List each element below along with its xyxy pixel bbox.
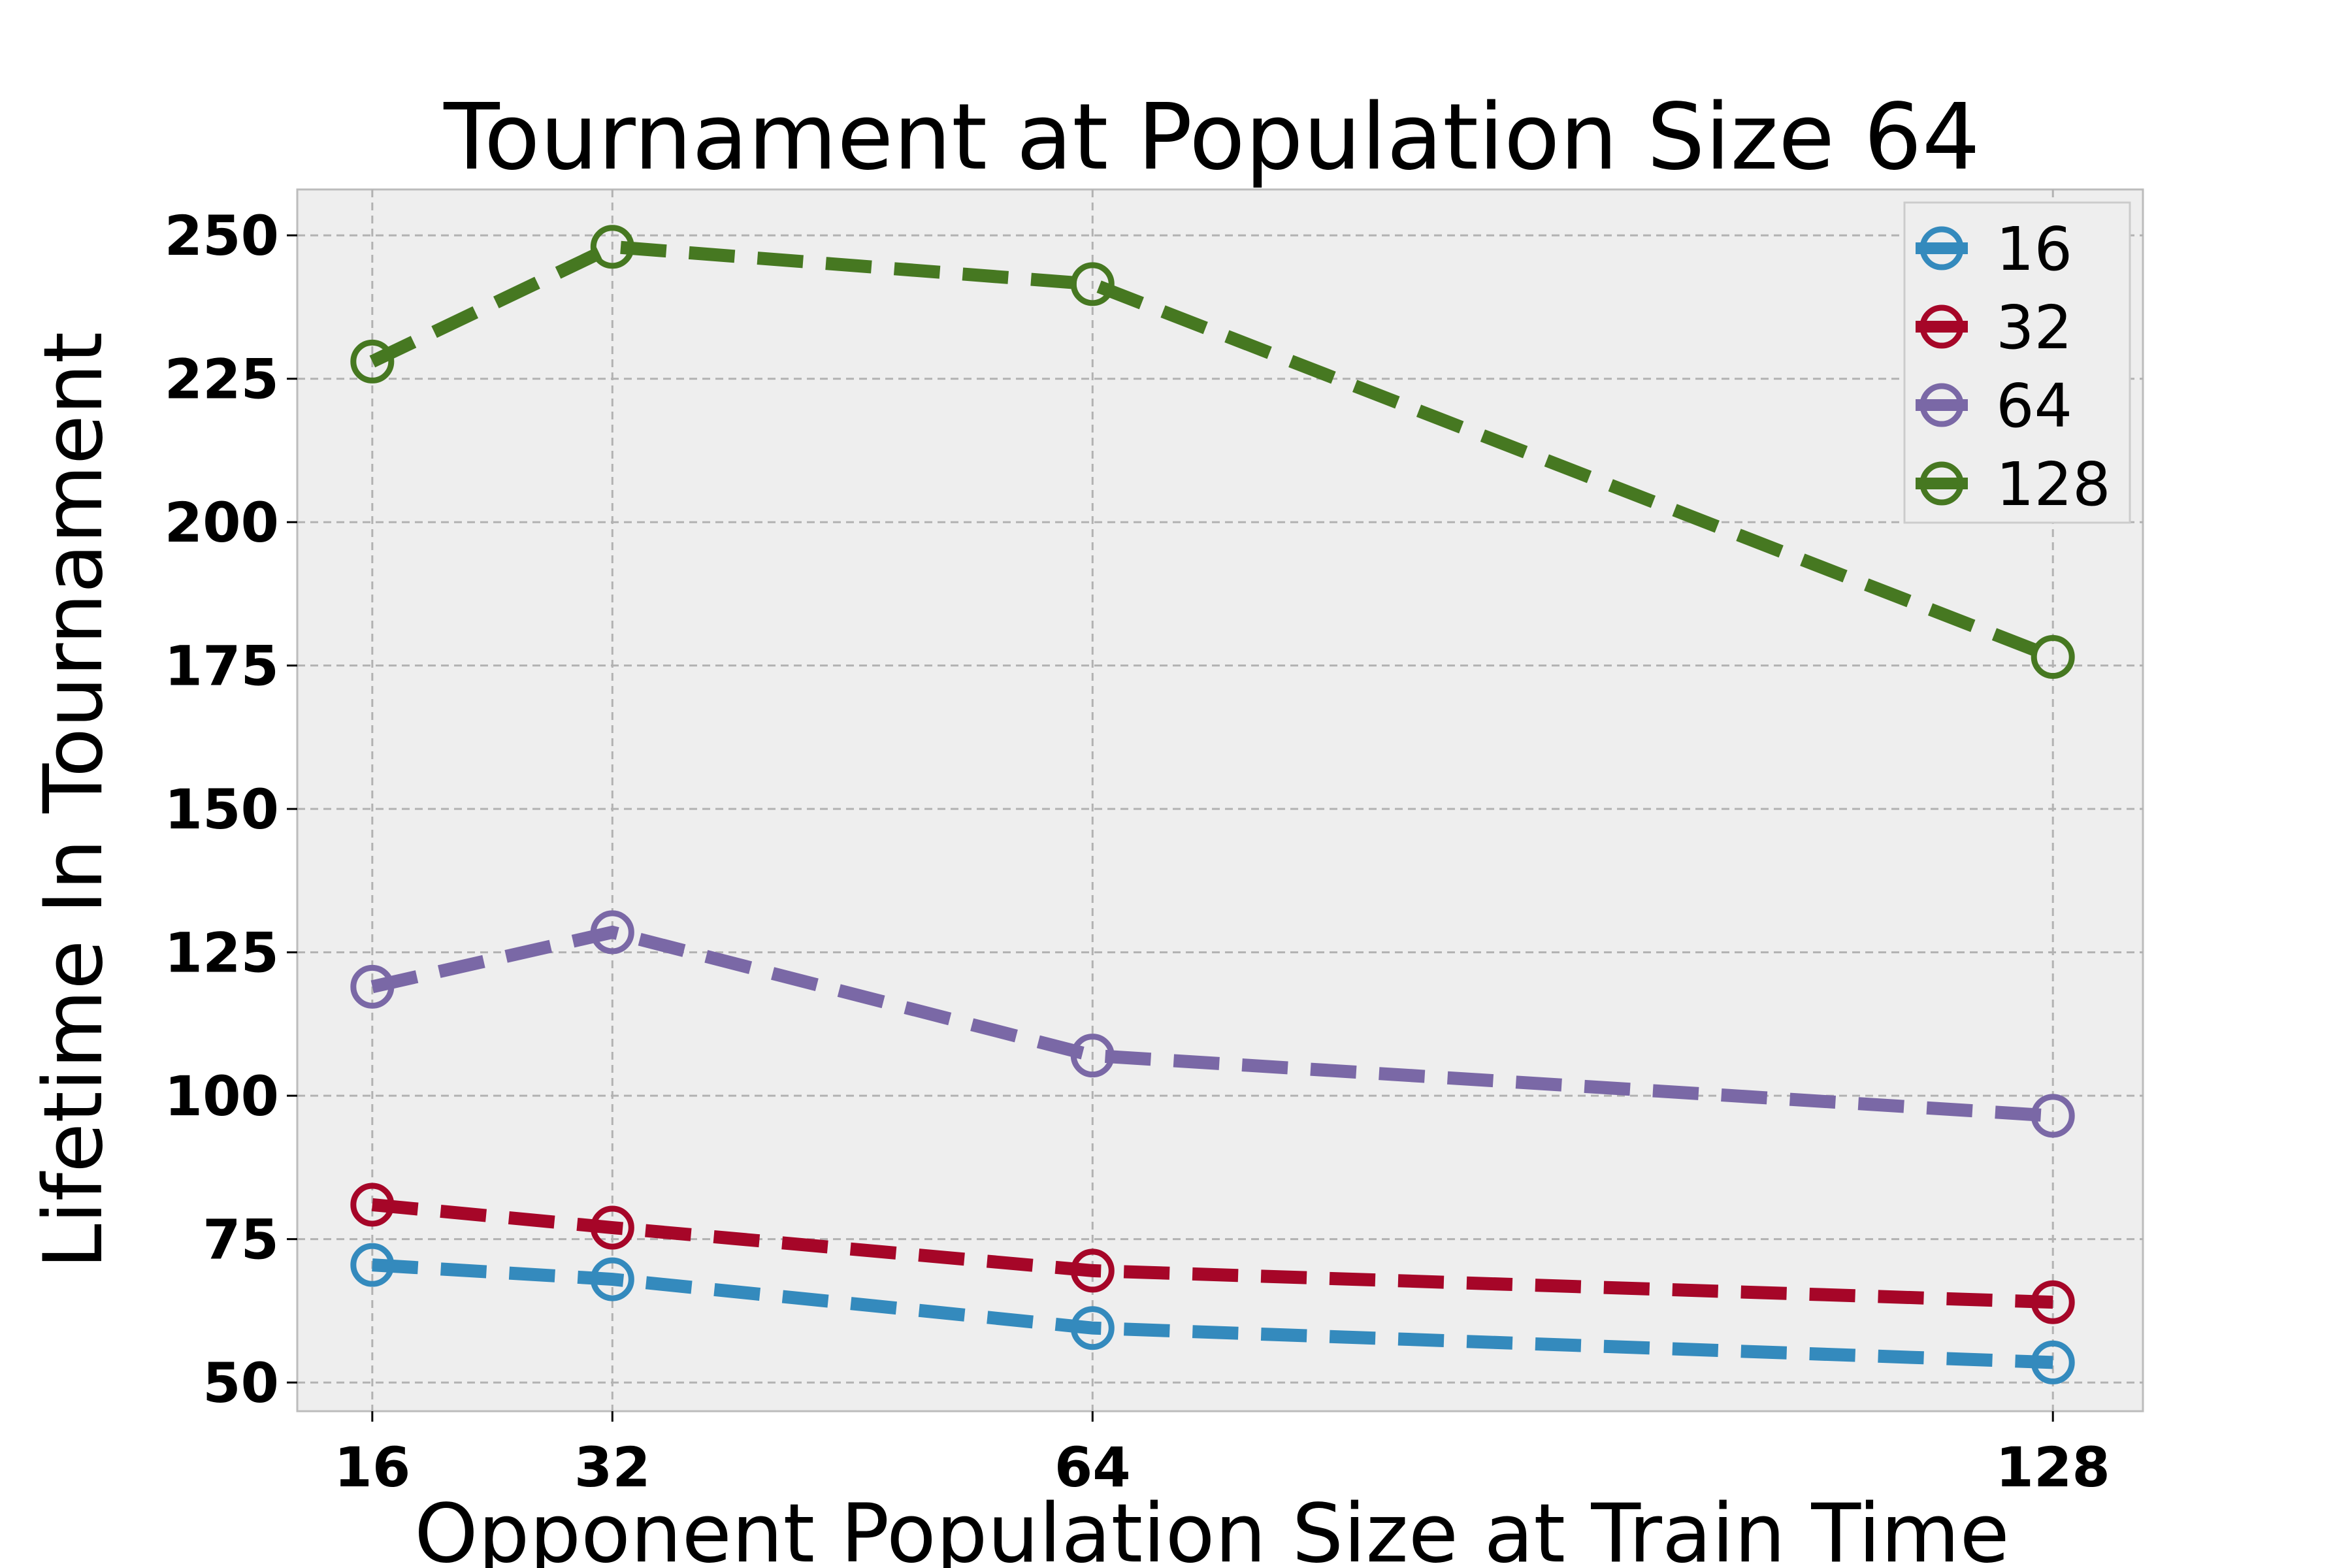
data-point: [590, 1257, 634, 1301]
data-point: [590, 1205, 634, 1250]
x-tick-label: 128: [1996, 1435, 2110, 1499]
y-axis-ticks: 50 75 100 125 150 175 200 225 250: [165, 204, 297, 1415]
series-16: [350, 1243, 2075, 1384]
data-point: [350, 339, 395, 384]
x-axis-label: Opponent Population Size at Train Time: [414, 1487, 2010, 1568]
legend-marker: [1919, 383, 1964, 427]
series-group: [350, 225, 2075, 1384]
plot-area: [296, 188, 2144, 1413]
data-point: [2031, 1280, 2075, 1324]
series-128: [350, 225, 2075, 679]
y-tick-label: 175: [165, 634, 279, 698]
y-tick-label: 100: [165, 1064, 279, 1128]
y-tick-label: 50: [203, 1351, 279, 1415]
y-axis-label: Lifetime In Tournament: [27, 332, 121, 1269]
legend-items: 16 32 64 128: [1916, 214, 2111, 519]
data-point: [350, 1243, 395, 1287]
legend: 16 32 64 128: [1903, 201, 2131, 524]
y-tick-label: 150: [165, 777, 279, 841]
y-tick-label: 200: [165, 491, 279, 555]
data-point: [1070, 262, 1115, 306]
data-point: [1070, 1249, 1115, 1293]
data-point: [350, 1183, 395, 1227]
series-line: [370, 925, 2053, 1122]
data-point: [2031, 1094, 2075, 1138]
data-point: [350, 964, 395, 1009]
data-point: [1070, 1306, 1115, 1350]
data-point: [2031, 1340, 2075, 1384]
data-point: [1070, 1034, 1115, 1078]
x-tick-label: 32: [574, 1435, 651, 1499]
chart-title: Tournament at Population Size 64: [443, 84, 1980, 191]
x-tick-label: 16: [334, 1435, 410, 1499]
data-point: [590, 225, 634, 269]
data-point: [590, 910, 634, 955]
legend-label: 32: [1996, 293, 2072, 363]
series-line: [372, 1258, 2053, 1369]
data-point: [2031, 635, 2075, 679]
x-axis-ticks: 16 32 64 128: [334, 1411, 2110, 1499]
series-line: [371, 1198, 2053, 1309]
legend-marker: [1919, 304, 1964, 349]
y-tick-label: 250: [165, 204, 279, 268]
legend-label: 128: [1996, 449, 2111, 519]
legend-box: [1903, 201, 2131, 524]
series-32: [350, 1183, 2075, 1324]
y-tick-label: 125: [165, 921, 279, 985]
legend-label: 16: [1996, 214, 2072, 284]
y-tick-label: 225: [165, 348, 279, 412]
series-line: [369, 240, 2055, 663]
legend-marker: [1919, 461, 1964, 506]
legend-marker: [1919, 226, 1964, 270]
y-tick-label: 75: [203, 1208, 279, 1272]
legend-label: 64: [1996, 371, 2072, 441]
series-64: [350, 910, 2075, 1138]
x-tick-label: 64: [1054, 1435, 1131, 1499]
